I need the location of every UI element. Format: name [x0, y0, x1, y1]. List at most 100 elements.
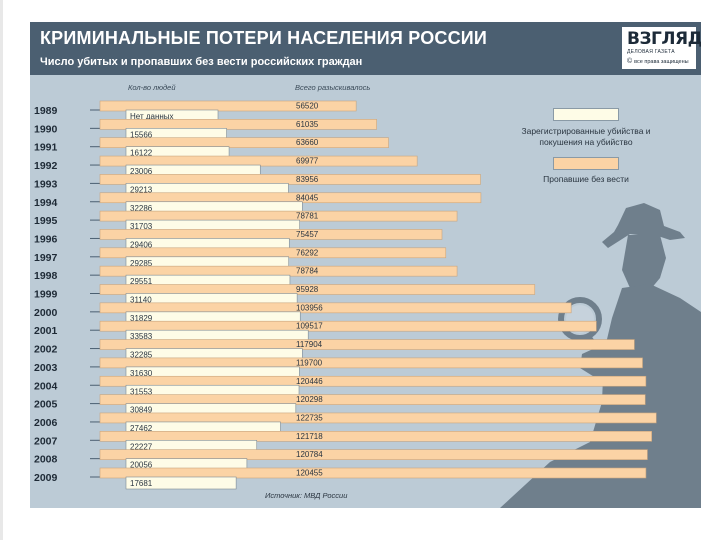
logo-rights: © все права защищены: [627, 58, 689, 65]
missing-bar: [99, 375, 647, 387]
missing-value-label: 120455: [296, 469, 323, 478]
killed-value-label: 29213: [130, 185, 153, 194]
missing-value-label: 69977: [296, 157, 319, 166]
missing-value-label: 61035: [296, 120, 319, 129]
killed-value-label: 31703: [130, 222, 153, 231]
missing-bar: [99, 229, 443, 240]
killed-value-label: 31630: [130, 369, 153, 378]
missing-bar: [99, 394, 646, 405]
killed-value-label: 33583: [130, 332, 153, 341]
year-label: 1996: [34, 233, 58, 245]
year-label: 2000: [34, 307, 58, 319]
killed-value-label: 22227: [130, 442, 153, 451]
missing-bar: [99, 339, 635, 350]
missing-value-label: 78784: [296, 267, 319, 276]
missing-bar: [99, 449, 648, 460]
year-label: 2004: [34, 380, 58, 392]
missing-bar: [99, 284, 536, 295]
logo-rights-text: все права защищены: [634, 59, 689, 65]
chart-plot: 1989 56520 Нет данных 1990 61035 15566 1991 636…: [34, 100, 701, 508]
missing-value-label: 84045: [296, 193, 319, 202]
missing-value-label: 120784: [296, 450, 323, 459]
year-label: 1995: [34, 215, 58, 227]
missing-bar: [99, 320, 597, 332]
year-label: 1994: [34, 197, 58, 209]
missing-value-label: 120298: [296, 395, 323, 404]
missing-value-label: 56520: [296, 102, 319, 111]
missing-bar: [99, 192, 482, 204]
missing-bar: [99, 100, 357, 112]
column-header-victims: Кол-во людей: [128, 83, 176, 92]
killed-value-label: 32285: [130, 351, 153, 360]
missing-bar: [99, 302, 572, 314]
source-note: Источник: МВД России: [265, 491, 348, 500]
killed-value-label: 23006: [130, 167, 153, 176]
killed-value-label: Нет данных: [130, 112, 174, 121]
missing-value-label: 78781: [296, 212, 319, 221]
killed-value-label: 32286: [130, 204, 153, 213]
missing-value-label: 103956: [296, 303, 323, 312]
header-banner: КРИМИНАЛЬНЫЕ ПОТЕРИ НАСЕЛЕНИЯ РОССИИ Чис…: [30, 22, 701, 75]
missing-bar: [99, 430, 652, 442]
vzglyad-logo: ВЗГЛЯД ДЕЛОВАЯ ГАЗЕТА © все права защищен…: [622, 27, 701, 69]
year-label: 2002: [34, 344, 58, 356]
column-header-total: Всего разыскивалось: [295, 83, 371, 92]
year-label: 1993: [34, 178, 58, 190]
missing-value-label: 120446: [296, 377, 323, 386]
missing-value-label: 109517: [296, 322, 323, 331]
missing-bar: [99, 247, 447, 259]
killed-value-label: 16122: [130, 149, 153, 158]
missing-value-label: 63660: [296, 138, 319, 147]
legend-label-missing: Пропавшие без вести: [543, 174, 629, 184]
year-label: 1991: [34, 142, 58, 154]
missing-bar: [99, 155, 418, 167]
killed-value-label: 31553: [130, 387, 153, 396]
killed-value-label: 29285: [130, 259, 153, 268]
killed-value-label: 29406: [130, 240, 153, 249]
missing-bar: [99, 174, 481, 185]
year-label: 1992: [34, 160, 58, 172]
year-label: 1989: [34, 105, 58, 117]
legend-swatch-killed: [553, 108, 619, 121]
missing-bar: [99, 357, 643, 369]
missing-value-label: 95928: [296, 285, 319, 294]
killed-value-label: 30849: [130, 406, 153, 415]
year-label: 1998: [34, 270, 58, 282]
killed-value-label: 29551: [130, 277, 153, 286]
copyright-icon: ©: [627, 58, 633, 65]
detective-silhouette-icon: [500, 203, 701, 508]
missing-value-label: 119700: [296, 358, 323, 367]
year-label: 2009: [34, 472, 58, 484]
missing-bar: [99, 412, 657, 424]
killed-value-label: 17681: [130, 479, 153, 488]
year-label: 1990: [34, 123, 58, 135]
missing-value-label: 121718: [296, 432, 323, 441]
year-label: 1999: [34, 289, 58, 301]
missing-bar: [99, 467, 647, 479]
year-label: 2003: [34, 362, 58, 374]
killed-value-label: 31140: [130, 296, 152, 305]
killed-value-label: 27462: [130, 424, 153, 433]
missing-bar: [99, 210, 458, 222]
infographic-panel: КРИМИНАЛЬНЫЕ ПОТЕРИ НАСЕЛЕНИЯ РОССИИ Чис…: [30, 22, 701, 508]
year-label: 2007: [34, 435, 58, 447]
missing-value-label: 83956: [296, 175, 319, 184]
killed-value-label: 15566: [130, 130, 153, 139]
logo-tagline: ДЕЛОВАЯ ГАЗЕТА: [627, 49, 675, 55]
logo-name: ВЗГЛЯД: [627, 29, 701, 49]
year-label: 1997: [34, 252, 58, 264]
legend-label-killed: Зарегистрированные убийства и покушения …: [521, 126, 651, 147]
missing-bar: [99, 137, 389, 148]
missing-bar: [99, 265, 458, 277]
year-label: 2006: [34, 417, 58, 429]
page-title: КРИМИНАЛЬНЫЕ ПОТЕРИ НАСЕЛЕНИЯ РОССИИ: [40, 28, 488, 48]
missing-value-label: 76292: [296, 248, 319, 257]
killed-bar: [125, 476, 237, 490]
missing-bar: [99, 119, 377, 130]
legend-swatch-missing: [553, 157, 619, 170]
missing-value-label: 75457: [296, 230, 319, 239]
missing-value-label: 122735: [296, 413, 323, 422]
year-label: 2008: [34, 454, 58, 466]
year-label: 2001: [34, 325, 58, 337]
